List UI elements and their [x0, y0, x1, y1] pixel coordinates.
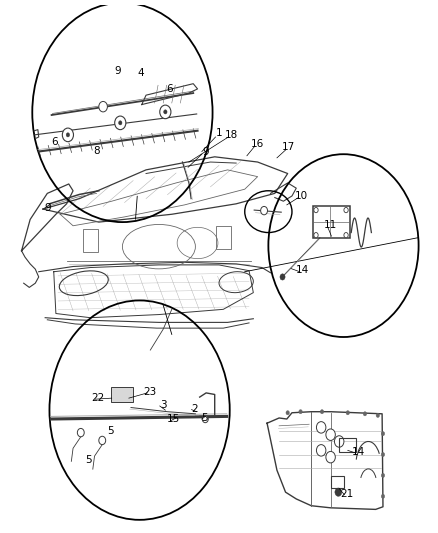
Circle shape [326, 429, 336, 440]
Text: 6: 6 [166, 84, 173, 94]
Text: 14: 14 [296, 265, 309, 275]
Text: 16: 16 [251, 139, 264, 149]
Text: 10: 10 [295, 191, 308, 201]
Circle shape [261, 206, 268, 215]
Text: 5: 5 [107, 426, 114, 436]
Circle shape [202, 415, 208, 423]
Text: 18: 18 [225, 130, 239, 140]
Circle shape [326, 451, 336, 463]
Bar [82, 229, 98, 252]
Circle shape [280, 274, 285, 280]
Text: 5: 5 [201, 413, 208, 423]
Text: 3: 3 [160, 400, 166, 410]
Text: 2: 2 [191, 403, 198, 414]
Text: 21: 21 [340, 489, 353, 499]
Text: 9: 9 [202, 147, 208, 157]
Circle shape [99, 436, 106, 445]
Circle shape [335, 488, 342, 496]
Circle shape [164, 110, 167, 114]
Circle shape [381, 494, 385, 498]
Text: 8: 8 [93, 146, 100, 156]
Circle shape [376, 413, 380, 417]
Text: 11: 11 [324, 220, 337, 230]
Bar [332, 476, 344, 488]
Text: 9: 9 [44, 203, 51, 213]
Text: 9: 9 [115, 66, 121, 76]
Circle shape [119, 121, 122, 125]
Circle shape [335, 436, 344, 447]
Circle shape [344, 207, 348, 213]
Circle shape [316, 422, 326, 433]
Circle shape [381, 432, 385, 436]
Text: 1: 1 [215, 128, 223, 138]
Text: 4: 4 [138, 68, 144, 78]
Text: 15: 15 [167, 414, 180, 424]
Text: 6: 6 [52, 137, 58, 147]
Circle shape [78, 429, 84, 437]
Text: 22: 22 [92, 393, 105, 403]
Bar [111, 386, 133, 402]
Circle shape [99, 101, 107, 112]
Text: 5: 5 [85, 455, 92, 465]
Text: 23: 23 [144, 387, 157, 397]
Circle shape [314, 207, 318, 213]
Circle shape [160, 105, 171, 119]
Circle shape [115, 116, 126, 130]
Circle shape [381, 453, 385, 457]
Bar [215, 227, 231, 249]
Circle shape [299, 410, 302, 414]
Bar [339, 438, 357, 452]
Circle shape [316, 445, 326, 456]
Circle shape [62, 128, 74, 142]
Circle shape [286, 410, 290, 415]
Text: 14: 14 [352, 447, 366, 457]
Circle shape [66, 133, 70, 137]
Circle shape [320, 410, 324, 414]
Text: 17: 17 [282, 142, 295, 152]
Circle shape [363, 411, 367, 416]
Circle shape [344, 232, 348, 238]
Circle shape [381, 473, 385, 478]
Circle shape [346, 410, 350, 415]
Circle shape [314, 232, 318, 238]
